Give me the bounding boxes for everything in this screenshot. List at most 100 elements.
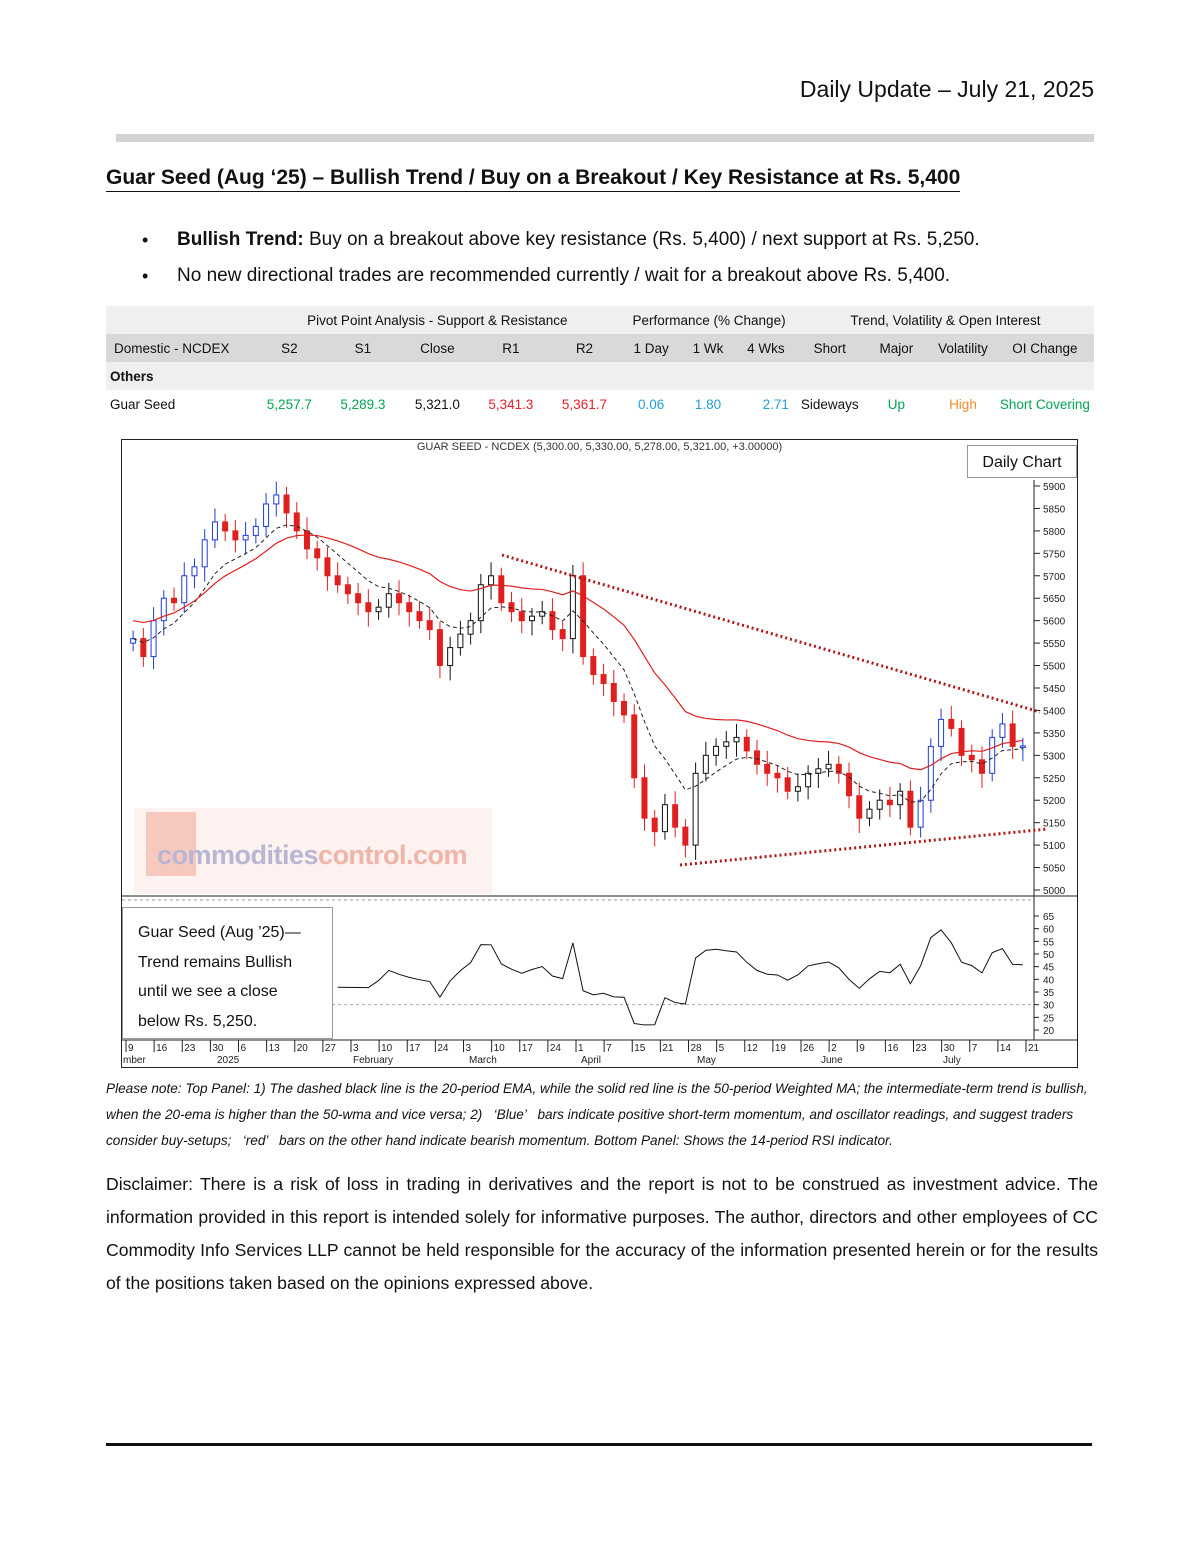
- col-1wk: 1 Wk: [681, 334, 735, 362]
- month-label: February: [353, 1055, 393, 1066]
- col-volatility: Volatility: [930, 334, 996, 362]
- candle-body: [610, 683, 617, 702]
- date-tick-label: 24: [550, 1043, 562, 1054]
- cell-r2: 5,361.7: [561, 396, 607, 412]
- date-tick-label: 16: [887, 1043, 899, 1054]
- month-label: June: [821, 1055, 843, 1066]
- col-oi: OI Change: [995, 334, 1094, 362]
- date-tick-label: 3: [353, 1043, 359, 1054]
- price-tick-label: 5800: [1043, 527, 1066, 538]
- price-tick-label: 5850: [1043, 504, 1066, 515]
- date-tick-label: 17: [522, 1043, 534, 1054]
- candle-body: [917, 799, 924, 828]
- candle-body: [713, 745, 720, 756]
- candle-body: [784, 777, 791, 792]
- date-tick-label: 5: [719, 1043, 725, 1054]
- cell-s2: 5,257.7: [266, 396, 312, 412]
- group-trend: Trend, Volatility & Open Interest: [796, 306, 1094, 334]
- candle-body: [140, 638, 147, 658]
- candle-body: [488, 575, 495, 586]
- candle-body: [580, 575, 587, 658]
- col-short: Short: [796, 334, 863, 362]
- rsi-tick-label: 60: [1043, 925, 1055, 936]
- candle-body: [252, 525, 259, 536]
- date-tick-label: 23: [184, 1043, 196, 1054]
- wma-50-line: [133, 534, 1023, 771]
- date-tick-label: 7: [606, 1043, 612, 1054]
- month-label: April: [581, 1055, 601, 1066]
- candle-body: [130, 638, 137, 644]
- pivot-table: Pivot Point Analysis - Support & Resista…: [106, 306, 1094, 418]
- candle-body: [518, 611, 525, 622]
- rsi-tick-label: 30: [1043, 1001, 1055, 1012]
- candle-body: [856, 795, 863, 819]
- watermark-logo: commoditiescontrol.com: [157, 840, 468, 870]
- rsi-tick-label: 20: [1043, 1026, 1055, 1037]
- report-heading: Guar Seed (Aug ‘25) – Bullish Trend / Bu…: [106, 166, 961, 192]
- candle-body: [416, 611, 423, 622]
- date-tick-label: 9: [859, 1043, 865, 1054]
- candle-body: [365, 602, 372, 613]
- candle-body: [375, 606, 382, 613]
- candle-body: [334, 575, 341, 586]
- header-divider: [116, 134, 1094, 142]
- rsi-tick-label: 65: [1043, 912, 1055, 923]
- candle-body: [569, 575, 576, 640]
- candle-body: [672, 804, 679, 828]
- table-column-header: Domestic - NCDEX S2 S1 Close R1 R2 1 Day…: [106, 334, 1094, 362]
- date-tick-label: 24: [437, 1043, 449, 1054]
- candle-body: [181, 575, 188, 604]
- candle-body: [989, 736, 996, 774]
- chart-title: GUAR SEED - NCDEX (5,300.00, 5,330.00, 5…: [416, 441, 783, 453]
- col-1day: 1 Day: [621, 334, 682, 362]
- col-market: Domestic - NCDEX: [106, 334, 254, 362]
- candle-body: [794, 786, 801, 792]
- price-tick-label: 5300: [1043, 751, 1066, 762]
- candle-body: [385, 593, 392, 608]
- report-date: Daily Update – July 21, 2025: [799, 76, 1094, 102]
- candle-body: [477, 584, 484, 622]
- candle-body: [344, 584, 351, 595]
- candle-body: [467, 620, 474, 635]
- candle-body: [457, 633, 464, 649]
- candle-body: [314, 548, 321, 559]
- col-s2: S2: [253, 334, 326, 362]
- candle-body: [927, 745, 934, 801]
- date-tick-label: 2: [831, 1043, 837, 1054]
- candle-body: [528, 615, 535, 622]
- date-tick-label: 19: [775, 1043, 787, 1054]
- candle-body: [968, 754, 975, 761]
- candle-body: [160, 597, 167, 622]
- section-label: Others: [106, 362, 1094, 390]
- price-tick-label: 5050: [1043, 864, 1066, 875]
- candle-body: [436, 629, 443, 667]
- candle-body: [201, 539, 208, 568]
- date-tick-label: 28: [691, 1043, 703, 1054]
- candle-body: [815, 768, 822, 774]
- date-tick-label: 23: [916, 1043, 928, 1054]
- disclaimer: Disclaimer: There is a risk of loss in t…: [106, 1174, 1098, 1293]
- price-tick-label: 5150: [1043, 819, 1066, 830]
- cell-4wks: 2.71: [762, 396, 789, 412]
- candle-body: [171, 597, 178, 604]
- candle-body: [835, 763, 842, 774]
- candle-body: [774, 772, 781, 779]
- chart-timeframe-label: Daily Chart: [967, 445, 1077, 478]
- candle-body: [549, 611, 556, 631]
- col-close: Close: [400, 334, 475, 362]
- rsi-tick-label: 50: [1043, 950, 1055, 961]
- price-tick-label: 5500: [1043, 662, 1066, 673]
- table-group-header: Pivot Point Analysis - Support & Resista…: [106, 306, 1094, 334]
- candle-body: [978, 759, 985, 774]
- candle-body: [948, 718, 955, 729]
- price-chart: 5900 5850 5800 5750 5700 5650 5600 5550 5500 5450…: [121, 439, 1078, 1068]
- col-r2: R2: [547, 334, 622, 362]
- cell-major: Up: [887, 396, 905, 412]
- price-tick-label: 5650: [1043, 594, 1066, 605]
- candle-body: [211, 521, 218, 541]
- col-major: Major: [862, 334, 931, 362]
- table-section-row: Others: [106, 362, 1094, 390]
- rsi-tick-label: 35: [1043, 988, 1055, 999]
- date-tick-label: 12: [747, 1043, 759, 1054]
- date-tick-label: 7: [972, 1043, 978, 1054]
